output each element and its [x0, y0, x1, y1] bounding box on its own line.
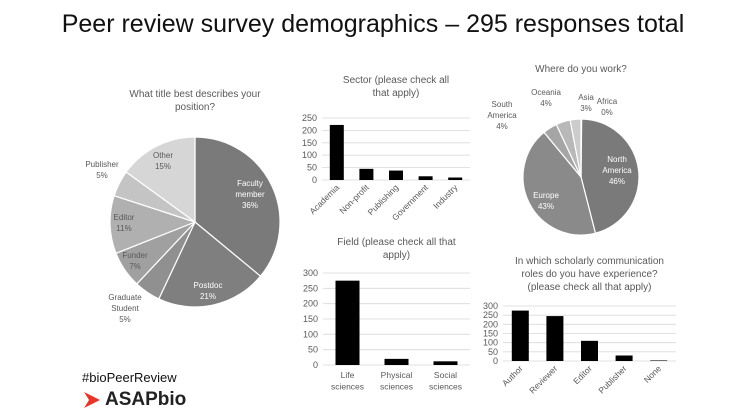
x-tick-label: Reviewer [527, 363, 559, 395]
pie-label: Europe 43% [533, 191, 559, 211]
y-tick-label: 100 [483, 338, 498, 348]
y-tick-label: 300 [303, 268, 318, 278]
y-tick-label: 0 [312, 175, 317, 185]
y-tick-label: 100 [303, 329, 318, 339]
pie-label: Postdoc 21% [194, 281, 223, 301]
pie-label: Africa 0% [597, 97, 618, 117]
y-tick-label: 250 [483, 310, 498, 320]
pie-label: Graduate Student 5% [108, 293, 142, 324]
y-tick-label: 0 [493, 356, 498, 366]
pie-label: South America 4% [487, 100, 517, 131]
pie-slice [580, 118, 640, 234]
y-tick-label: 300 [483, 301, 498, 311]
pie-title: What title best describes your position? [129, 89, 261, 113]
x-tick-label: Editor [571, 363, 594, 386]
x-tick-label: None [642, 363, 664, 385]
x-tick-label: Publisher [596, 363, 628, 395]
bar [384, 358, 409, 365]
bar [335, 280, 360, 365]
pie-title: Where do you work? [535, 64, 627, 75]
pie-label: Faculty member 36% [235, 179, 265, 210]
pie-label: Editor 11% [114, 213, 135, 233]
y-tick-label: 150 [302, 138, 317, 148]
bar-chart-title: Sector (please check all that apply) [343, 75, 449, 99]
bar [418, 176, 433, 180]
pie-label: Publisher 5% [85, 160, 119, 180]
page-title: Peer review survey demographics – 295 re… [61, 10, 685, 38]
pie-slice [158, 221, 262, 308]
pie-label: North America 46% [602, 155, 632, 186]
bar [433, 361, 458, 365]
bar [511, 310, 529, 361]
bar [329, 124, 344, 180]
arrow-icon [84, 392, 100, 408]
x-tick-label: Social sciences [429, 370, 462, 392]
bar-chart-title: Field (please check all that apply) [337, 237, 456, 261]
bar [615, 355, 633, 361]
y-tick-label: 50 [308, 345, 318, 355]
pie-label: Oceania 4% [531, 88, 561, 108]
y-tick-label: 0 [313, 360, 318, 370]
y-tick-label: 200 [483, 319, 498, 329]
y-tick-label: 250 [303, 283, 318, 293]
x-tick-label: Life sciences [331, 370, 364, 392]
x-tick-label: Physical sciences [380, 370, 413, 392]
y-tick-label: 200 [302, 125, 317, 135]
y-tick-label: 200 [303, 299, 318, 309]
x-tick-label: Author [500, 363, 525, 388]
pie-label: Other 15% [153, 151, 173, 171]
pie-label: Asia 3% [578, 93, 594, 113]
pie-slice [522, 131, 597, 236]
hashtag: #bioPeerReview [82, 370, 177, 385]
bar-chart-title: In which scholarly communication roles do… [515, 256, 664, 293]
y-tick-label: 50 [488, 347, 498, 357]
bar [650, 360, 668, 361]
y-tick-label: 150 [303, 314, 318, 324]
x-tick-label: Industry [431, 182, 460, 211]
y-tick-label: 250 [302, 113, 317, 123]
y-tick-label: 150 [483, 329, 498, 339]
bar [546, 316, 564, 361]
bar [581, 340, 598, 361]
pie-label: Funder 7% [122, 251, 148, 271]
pie-slice [125, 136, 196, 224]
logo-text: ASAPbio [105, 389, 187, 410]
bar [448, 177, 463, 180]
y-tick-label: 100 [302, 150, 317, 160]
pie-slice [580, 118, 583, 178]
bar [359, 168, 374, 180]
asapbio-logo: ASAPbio [82, 389, 186, 411]
bar [389, 170, 403, 180]
x-tick-label: Academia [307, 182, 341, 216]
pie-slice [194, 136, 281, 278]
y-tick-label: 50 [307, 163, 317, 173]
